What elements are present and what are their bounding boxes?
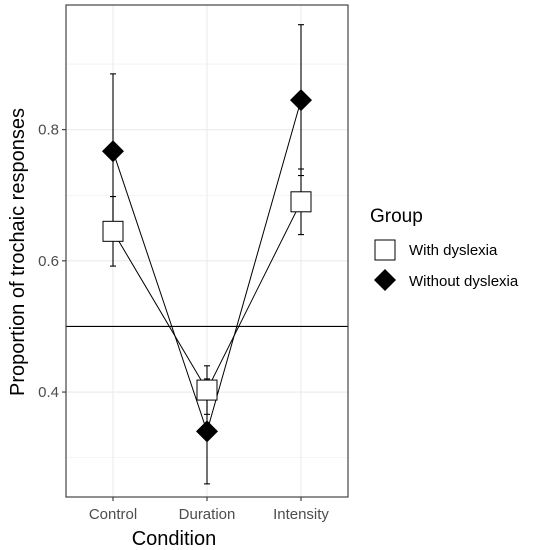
x-axis-title: Condition <box>132 528 217 550</box>
point-diamond <box>102 140 124 163</box>
y-axis-title: Proportion of trochaic responses <box>7 108 29 396</box>
legend-key-square-icon <box>374 239 396 261</box>
data-points <box>102 89 312 443</box>
point-diamond <box>290 89 312 112</box>
x-tick-label: Duration <box>179 506 236 523</box>
y-tick-label: 0.6 <box>38 253 59 270</box>
legend: Group With dyslexia Without dyslexia <box>370 206 519 291</box>
y-tick-label: 0.4 <box>38 384 59 401</box>
point-square <box>102 220 124 242</box>
x-tick-label: Intensity <box>273 506 329 523</box>
x-axis-ticks: Control Duration Intensity <box>89 497 329 523</box>
y-axis-ticks: 0.4 0.6 0.8 <box>38 122 66 401</box>
legend-label-with-dyslexia: With dyslexia <box>409 242 498 259</box>
point-diamond <box>196 420 218 443</box>
y-tick-label: 0.8 <box>38 122 59 139</box>
legend-label-without-dyslexia: Without dyslexia <box>409 273 519 290</box>
point-square <box>290 191 312 213</box>
x-tick-label: Control <box>89 506 137 523</box>
legend-key-diamond-icon <box>374 269 396 291</box>
point-square <box>196 379 218 401</box>
legend-title: Group <box>370 206 423 227</box>
